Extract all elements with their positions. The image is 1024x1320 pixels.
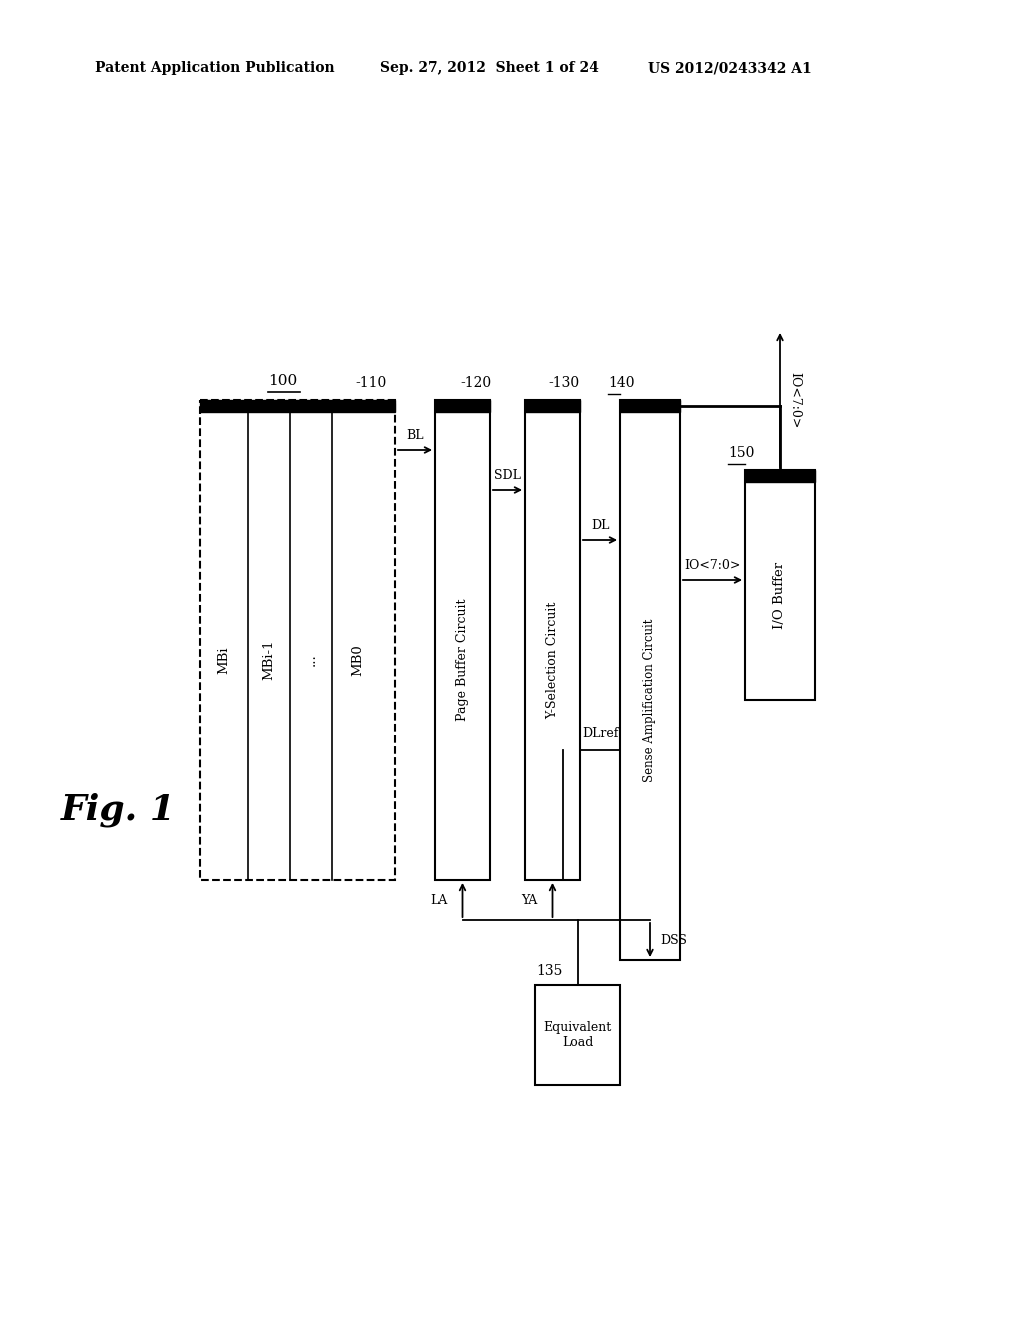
Text: 100: 100 [268,374,297,388]
Text: Equivalent
Load: Equivalent Load [544,1020,611,1049]
Bar [435,400,490,880]
Text: Patent Application Publication: Patent Application Publication [95,61,335,75]
Text: LA: LA [430,894,447,907]
Text: Sep. 27, 2012  Sheet 1 of 24: Sep. 27, 2012 Sheet 1 of 24 [380,61,599,75]
Text: ...: ... [304,653,317,667]
Bar [525,400,580,412]
Text: YA: YA [521,894,538,907]
Bar [535,985,620,1085]
Text: MBi: MBi [217,647,230,673]
Text: BL: BL [407,429,424,442]
Text: MBi-1: MBi-1 [262,640,275,680]
Text: Sense Amplification Circuit: Sense Amplification Circuit [643,618,656,781]
Text: Y-Selection Circuit: Y-Selection Circuit [546,602,559,718]
Text: US 2012/0243342 A1: US 2012/0243342 A1 [648,61,812,75]
Bar [435,400,490,412]
Bar [525,400,580,880]
Bar [620,400,680,412]
Bar [745,470,815,700]
Text: DLref: DLref [582,727,618,741]
Text: SDL: SDL [494,469,521,482]
Text: 140: 140 [608,376,635,389]
Text: MB0: MB0 [351,644,365,676]
Text: 135: 135 [536,964,562,978]
Bar [200,400,395,412]
Text: Fig. 1: Fig. 1 [60,793,175,828]
Bar [200,400,395,880]
Text: DL: DL [591,519,609,532]
Bar [745,470,815,482]
Text: DSS: DSS [660,933,687,946]
Text: -110: -110 [355,376,386,389]
Text: 150: 150 [728,446,755,459]
Text: -130: -130 [548,376,580,389]
Bar [620,400,680,960]
Text: -120: -120 [460,376,492,389]
Text: IO<7:0>: IO<7:0> [684,558,740,572]
Text: Page Buffer Circuit: Page Buffer Circuit [456,599,469,721]
Text: IO<7:0>: IO<7:0> [788,372,801,428]
Text: I/O Buffer: I/O Buffer [773,561,786,628]
